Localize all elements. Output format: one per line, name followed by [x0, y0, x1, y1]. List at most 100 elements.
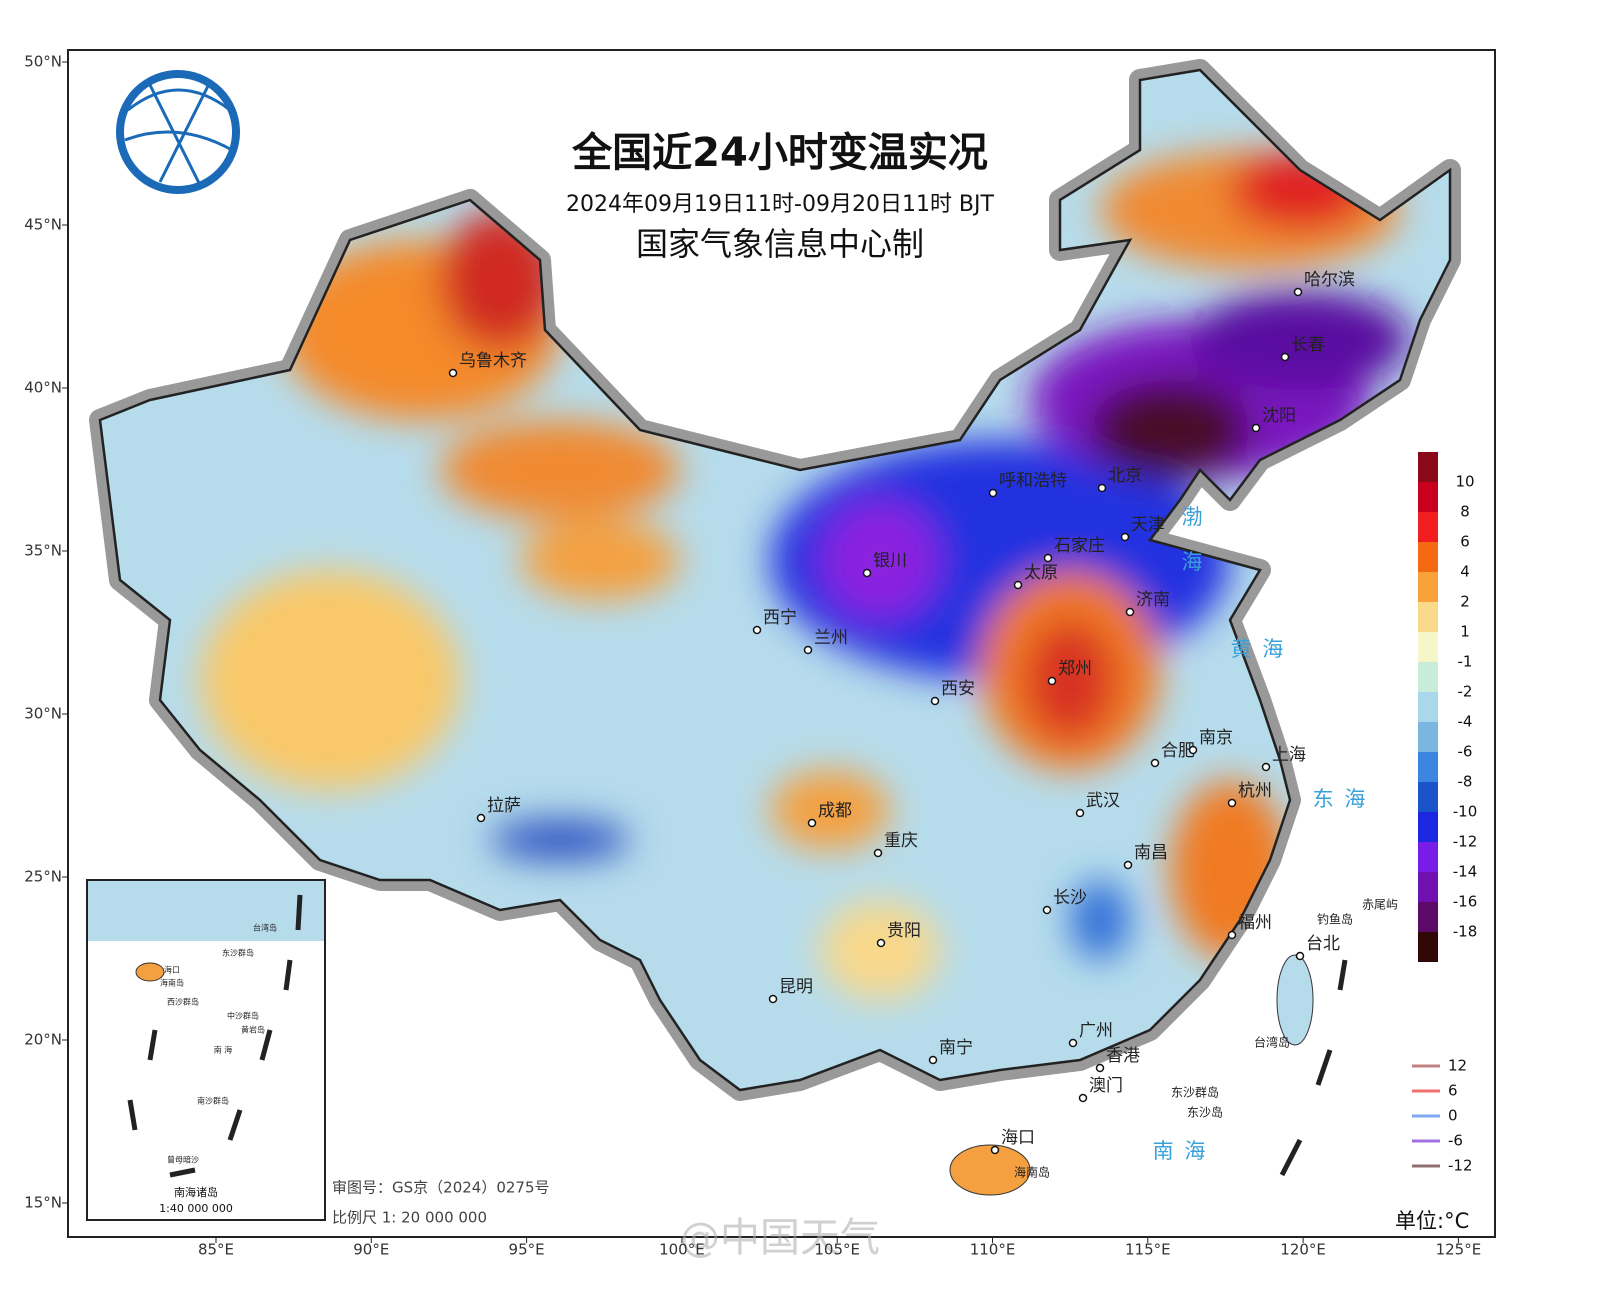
watermark: @中国天气 — [680, 1215, 880, 1261]
colorbar-segment — [1418, 602, 1438, 632]
lon-label: 100°E — [659, 1241, 705, 1259]
city-marker — [1123, 860, 1133, 870]
city-marker — [862, 568, 872, 578]
city-label: 乌鲁木齐 — [459, 351, 527, 371]
lat-label: 35°N — [24, 542, 62, 560]
lon-label: 110°E — [970, 1241, 1016, 1259]
lat-label: 50°N — [24, 53, 62, 71]
city-label: 杭州 — [1238, 781, 1272, 801]
colorbar-segment — [1418, 632, 1438, 662]
sea-label: 东 海 — [1313, 787, 1368, 811]
lon-label: 90°E — [353, 1241, 389, 1259]
colorbar-segment — [1418, 902, 1438, 932]
colorbar-segment — [1418, 572, 1438, 602]
city-label: 台北 — [1306, 934, 1340, 954]
city-marker — [1150, 758, 1160, 768]
lon-label: 125°E — [1436, 1241, 1482, 1259]
contour-legend-label: 12 — [1448, 1057, 1467, 1075]
city-label: 哈尔滨 — [1304, 270, 1355, 290]
colorbar-label: 4 — [1460, 563, 1470, 581]
city-label: 南宁 — [939, 1038, 973, 1058]
colorbar-segment — [1418, 722, 1438, 752]
colorbar-segment — [1418, 482, 1438, 512]
colorbar-label: 2 — [1460, 593, 1470, 611]
city-marker — [1227, 930, 1237, 940]
lat-label: 15°N — [24, 1194, 62, 1212]
city-marker — [1227, 798, 1237, 808]
city-marker — [990, 1145, 1000, 1155]
city-marker — [1013, 580, 1023, 590]
colorbar-segment — [1418, 692, 1438, 722]
approval-number: 审图号：GS京（2024）0275号 — [332, 1179, 550, 1197]
city-marker — [1293, 287, 1303, 297]
island-label: 钓鱼岛 — [1317, 912, 1353, 927]
city-label: 香港 — [1106, 1046, 1140, 1066]
contour-legend-label: 0 — [1448, 1107, 1458, 1125]
colorbar-segment — [1418, 782, 1438, 812]
city-marker — [1042, 905, 1052, 915]
colorbar-segment — [1418, 542, 1438, 572]
subtitle: 2024年09月19日11时-09月20日11时 BJT — [566, 192, 994, 217]
city-label: 广州 — [1079, 1021, 1113, 1041]
city-label: 西安 — [941, 679, 975, 699]
colorbar-label: -14 — [1453, 863, 1478, 881]
colorbar-label: -16 — [1453, 893, 1478, 911]
colorbar-label: -2 — [1458, 683, 1473, 701]
inset-title: 南海诸岛 — [174, 1185, 218, 1199]
lon-label: 85°E — [198, 1241, 234, 1259]
colorbar-segment — [1418, 872, 1438, 902]
lat-label: 30°N — [24, 705, 62, 723]
city-label: 济南 — [1136, 590, 1170, 610]
city-marker — [1251, 423, 1261, 433]
city-label: 合肥 — [1161, 741, 1195, 761]
city-label: 太原 — [1024, 563, 1058, 583]
island-label: 赤尾屿 — [1362, 898, 1398, 912]
city-label: 上海 — [1272, 745, 1306, 765]
colorbar-label: 6 — [1460, 533, 1470, 551]
city-marker — [1188, 745, 1198, 755]
colorbar-label: -18 — [1453, 923, 1478, 941]
city-label: 海口 — [1001, 1128, 1035, 1148]
inset-hainan — [135, 962, 165, 982]
city-label: 昆明 — [779, 977, 813, 997]
inset-scale: 1:40 000 000 — [159, 1202, 233, 1215]
city-marker — [1047, 676, 1057, 686]
city-marker — [1078, 1093, 1088, 1103]
city-label: 沈阳 — [1262, 406, 1296, 426]
lon-label: 105°E — [814, 1241, 860, 1259]
city-marker — [1095, 1063, 1105, 1073]
inset-label: 黄岩岛 — [241, 1025, 265, 1035]
lon-label: 95°E — [509, 1241, 545, 1259]
lat-label: 25°N — [24, 868, 62, 886]
city-marker — [476, 813, 486, 823]
colorbar-label: 10 — [1455, 473, 1474, 491]
colorbar-label: -6 — [1458, 743, 1473, 761]
inset-label: 中沙群岛 — [227, 1011, 259, 1021]
colorbar-label: -10 — [1453, 803, 1478, 821]
sea-label: 南 海 — [1153, 1139, 1208, 1163]
contour-legend-label: -12 — [1448, 1157, 1473, 1175]
colorbar-label: -4 — [1458, 713, 1473, 731]
producer: 国家气象信息中心制 — [636, 225, 924, 263]
island-label: 海南岛 — [1014, 1165, 1050, 1180]
sea-label: 渤 — [1182, 505, 1205, 529]
city-label: 拉萨 — [487, 796, 521, 816]
colorbar-segment — [1418, 662, 1438, 692]
city-label: 长沙 — [1053, 888, 1087, 908]
city-label: 福州 — [1238, 913, 1272, 933]
city-label: 天津 — [1131, 515, 1165, 535]
colorbar-label: -8 — [1458, 773, 1473, 791]
city-label: 兰州 — [814, 628, 848, 648]
inset-label: 西沙群岛 — [167, 997, 199, 1007]
city-label: 南昌 — [1134, 843, 1168, 863]
city-marker — [1280, 352, 1290, 362]
city-marker — [1295, 951, 1305, 961]
inset-label: 南沙群岛 — [197, 1096, 229, 1106]
colorbar-segment — [1418, 452, 1438, 482]
city-marker — [1068, 1038, 1078, 1048]
lat-label: 45°N — [24, 216, 62, 234]
china-border — [98, 68, 1452, 1092]
city-marker — [448, 368, 458, 378]
